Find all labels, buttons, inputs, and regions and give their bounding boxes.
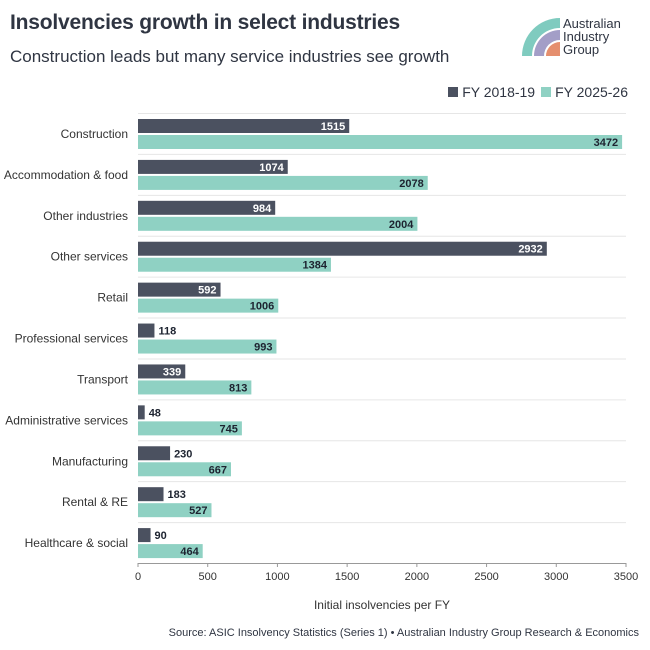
bar-fy2025-26 — [138, 503, 212, 518]
data-label: 3472 — [594, 137, 618, 149]
x-tick-label: 0 — [135, 571, 141, 583]
category-label: Healthcare & social — [25, 536, 128, 550]
category-label: Retail — [97, 291, 128, 305]
bar-fy2025-26 — [138, 216, 418, 231]
data-label: 339 — [163, 366, 181, 378]
legend-swatch-series-2 — [541, 87, 552, 97]
bar-fy2018-19 — [138, 159, 288, 174]
x-axis-title: Initial insolvencies per FY — [314, 598, 450, 612]
legend-item-series-1: FY 2018-19 — [448, 84, 535, 100]
category-label: Other industries — [43, 209, 128, 223]
legend-label-series-1: FY 2018-19 — [462, 84, 536, 100]
x-tick-label: 1500 — [335, 571, 359, 583]
legend-swatch-series-1 — [448, 87, 459, 97]
bar-fy2018-19 — [138, 282, 221, 297]
bar-fy2018-19 — [138, 323, 155, 338]
bar-fy2018-19 — [138, 446, 171, 461]
data-label: 48 — [149, 407, 161, 419]
aig-logo: Australian Industry Group — [520, 16, 645, 58]
bar-fy2025-26 — [138, 175, 428, 190]
data-label: 2004 — [389, 219, 414, 231]
data-label: 230 — [174, 448, 192, 460]
category-label: Administrative services — [5, 413, 128, 427]
x-tick-label: 500 — [199, 571, 217, 583]
bar-fy2025-26 — [138, 339, 277, 354]
data-label: 527 — [189, 505, 207, 517]
legend-label-series-2: FY 2025-26 — [555, 84, 628, 100]
aig-logo-text: Australian Industry Group — [563, 17, 621, 56]
category-label: Manufacturing — [52, 454, 128, 468]
data-label: 813 — [229, 382, 247, 394]
bar-fy2025-26 — [138, 298, 279, 313]
bar-fy2018-19 — [138, 487, 164, 502]
x-tick-label: 3500 — [614, 571, 638, 583]
logo-line-3: Group — [563, 42, 600, 57]
category-label: Professional services — [15, 332, 128, 346]
data-label: 592 — [198, 285, 216, 297]
aig-logo-mark-icon — [522, 18, 560, 56]
bar-fy2018-19 — [138, 364, 186, 379]
logo-line-2: Industry — [563, 29, 610, 44]
data-label: 1515 — [321, 121, 345, 133]
bar-fy2025-26 — [138, 421, 242, 436]
data-label: 667 — [209, 464, 227, 476]
x-tick-label: 2500 — [474, 571, 498, 583]
legend-item-series-2: FY 2025-26 — [541, 84, 628, 100]
data-label: 90 — [155, 530, 167, 542]
bar-fy2018-19 — [138, 200, 276, 215]
bar-fy2025-26 — [138, 462, 231, 477]
category-label: Rental & RE — [62, 495, 128, 509]
bar-fy2025-26 — [138, 380, 252, 395]
chart-subtitle: Construction leads but many service indu… — [10, 47, 450, 66]
bar-fy2018-19 — [138, 528, 151, 543]
data-label: 1074 — [259, 162, 284, 174]
x-tick-label: 2000 — [405, 571, 429, 583]
x-tick-label: 1000 — [265, 571, 289, 583]
data-label: 984 — [253, 203, 272, 215]
data-label: 1384 — [302, 260, 327, 272]
logo-line-1: Australian — [563, 16, 621, 31]
x-tick-label: 3000 — [544, 571, 568, 583]
data-label: 993 — [254, 342, 272, 354]
data-label: 464 — [180, 546, 199, 558]
category-label: Other services — [51, 250, 128, 264]
bar-fy2025-26 — [138, 544, 203, 559]
bar-fy2018-19 — [138, 241, 547, 256]
data-label: 745 — [220, 423, 238, 435]
bar-fy2018-19 — [138, 119, 350, 133]
chart-legend: FY 2018-19 FY 2025-26 — [448, 84, 628, 100]
data-label: 183 — [168, 489, 186, 501]
category-label: Transport — [77, 372, 129, 386]
bar-fy2025-26 — [138, 257, 331, 272]
category-label: Accommodation & food — [4, 168, 128, 182]
category-label: Construction — [61, 127, 128, 141]
chart-title: Insolvencies growth in select industries — [10, 11, 400, 34]
source-note: Source: ASIC Insolvency Statistics (Seri… — [168, 627, 639, 639]
bar-fy2018-19 — [138, 405, 145, 420]
data-label: 2932 — [518, 244, 542, 256]
bar-fy2025-26 — [138, 135, 623, 149]
data-label: 118 — [158, 326, 176, 338]
data-label: 1006 — [250, 301, 274, 313]
data-label: 2078 — [399, 178, 423, 190]
